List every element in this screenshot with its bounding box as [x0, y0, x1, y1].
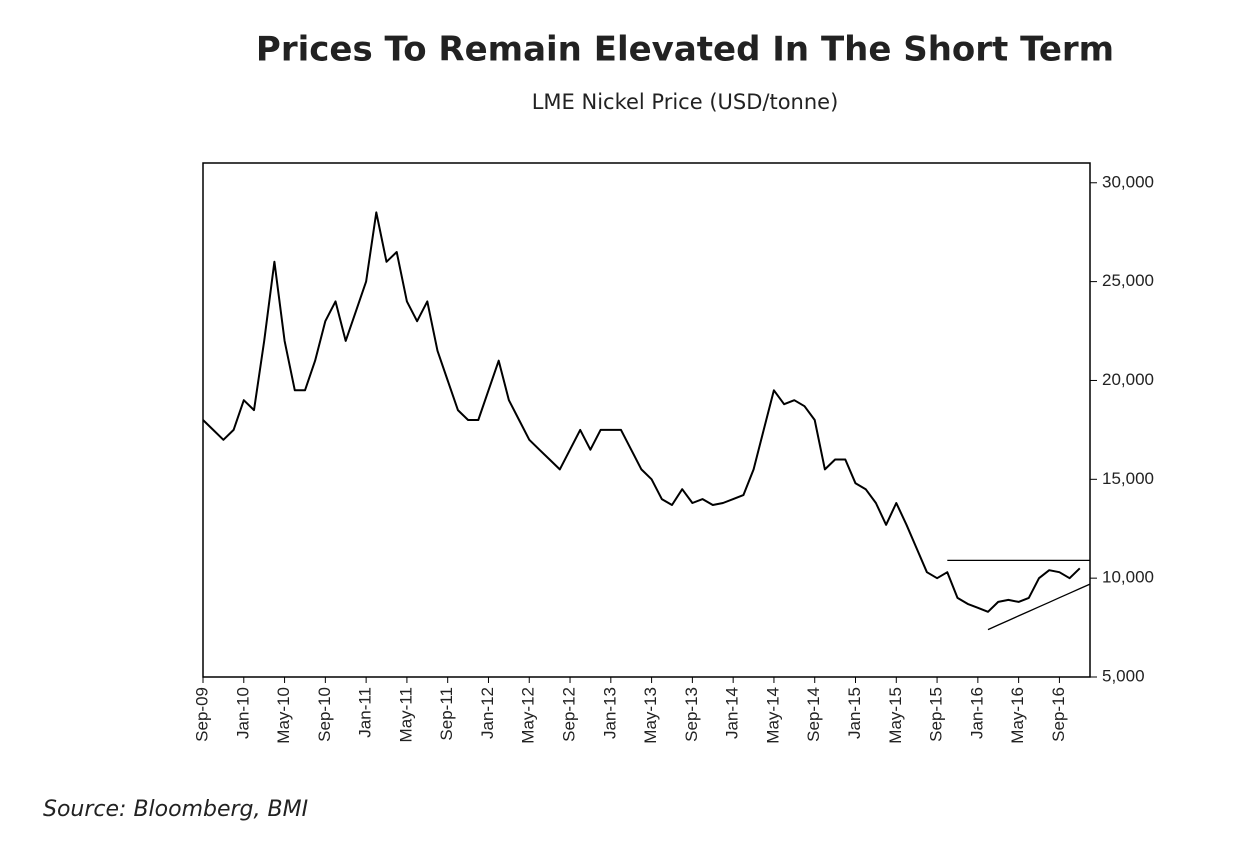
y-tick-label: 10,000 [1102, 568, 1154, 587]
x-tick-label: Sep-10 [315, 687, 334, 742]
x-tick-label: May-14 [763, 687, 782, 744]
y-tick-label: 30,000 [1102, 172, 1154, 191]
y-tick-label: 20,000 [1102, 370, 1154, 389]
x-tick-label: Jan-11 [356, 687, 375, 738]
x-tick-label: Sep-11 [437, 687, 456, 741]
line-series [987, 583, 1091, 631]
x-tick-label: May-16 [1008, 687, 1027, 744]
x-tick-label: May-10 [274, 687, 293, 744]
x-tick-label: May-15 [886, 687, 905, 744]
x-tick-label: Jan-14 [723, 687, 742, 739]
y-tick-label: 5,000 [1102, 666, 1145, 685]
x-tick-label: Jan-10 [233, 687, 252, 739]
y-tick-label: 15,000 [1102, 469, 1154, 488]
x-tick-label: Jan-16 [967, 687, 986, 739]
x-tick-label: Sep-09 [192, 687, 211, 742]
source-note: Source: Bloomberg, BMI [43, 797, 308, 822]
x-tick-label: Jan-12 [478, 687, 497, 739]
x-tick-label: Sep-15 [927, 687, 946, 742]
y-tick-label: 25,000 [1102, 271, 1154, 290]
x-tick-label: Sep-13 [682, 687, 701, 742]
x-tick-label: Sep-16 [1049, 687, 1068, 742]
chart-subtitle: LME Nickel Price (USD/tonne) [532, 90, 839, 114]
chart-title: Prices To Remain Elevated In The Short T… [256, 30, 1114, 70]
x-tick-label: Jan-13 [600, 687, 619, 739]
line-series [202, 211, 1081, 613]
x-tick-label: May-12 [519, 687, 538, 744]
x-tick-label: Jan-15 [845, 687, 864, 739]
plot-frame [202, 162, 1091, 678]
x-tick-label: Sep-14 [804, 687, 823, 742]
x-tick-label: May-11 [396, 687, 415, 742]
x-tick-label: May-13 [641, 687, 660, 744]
x-tick-label: Sep-12 [560, 687, 579, 742]
